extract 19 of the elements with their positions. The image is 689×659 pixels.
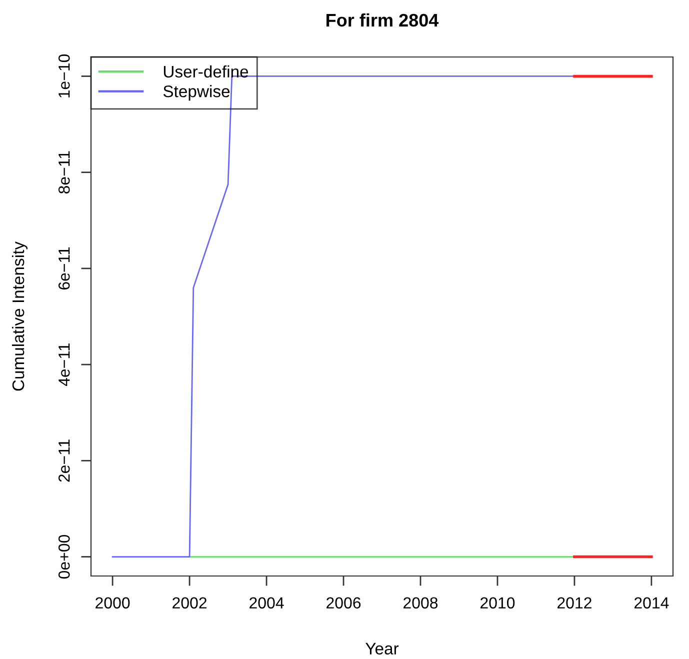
y-tick-label: 8e−11 (58, 151, 70, 194)
y-tick-label: 6e−11 (58, 247, 70, 290)
x-axis-title: Year (366, 642, 399, 655)
x-tick-label: 2010 (480, 597, 515, 609)
y-axis-title: Cumulative Intensity (12, 241, 28, 391)
y-tick-label: 1e−10 (58, 54, 70, 98)
y-tick-label: 0e+00 (58, 534, 70, 579)
x-tick-label: 2012 (558, 597, 592, 609)
x-tick-label: 2004 (250, 597, 284, 609)
chart-title: For firm 2804 (326, 13, 439, 27)
x-tick-label: 2002 (172, 597, 207, 609)
legend-label: Stepwise (163, 85, 230, 101)
y-tick-label: 4e−11 (58, 343, 70, 386)
x-tick-label: 2000 (96, 597, 130, 609)
x-tick-label: 2014 (634, 597, 669, 609)
y-tick-label: 2e−11 (58, 440, 70, 482)
x-tick-label: 2008 (404, 597, 438, 609)
legend-label: User-define (164, 65, 248, 78)
x-tick-label: 2006 (326, 597, 361, 609)
